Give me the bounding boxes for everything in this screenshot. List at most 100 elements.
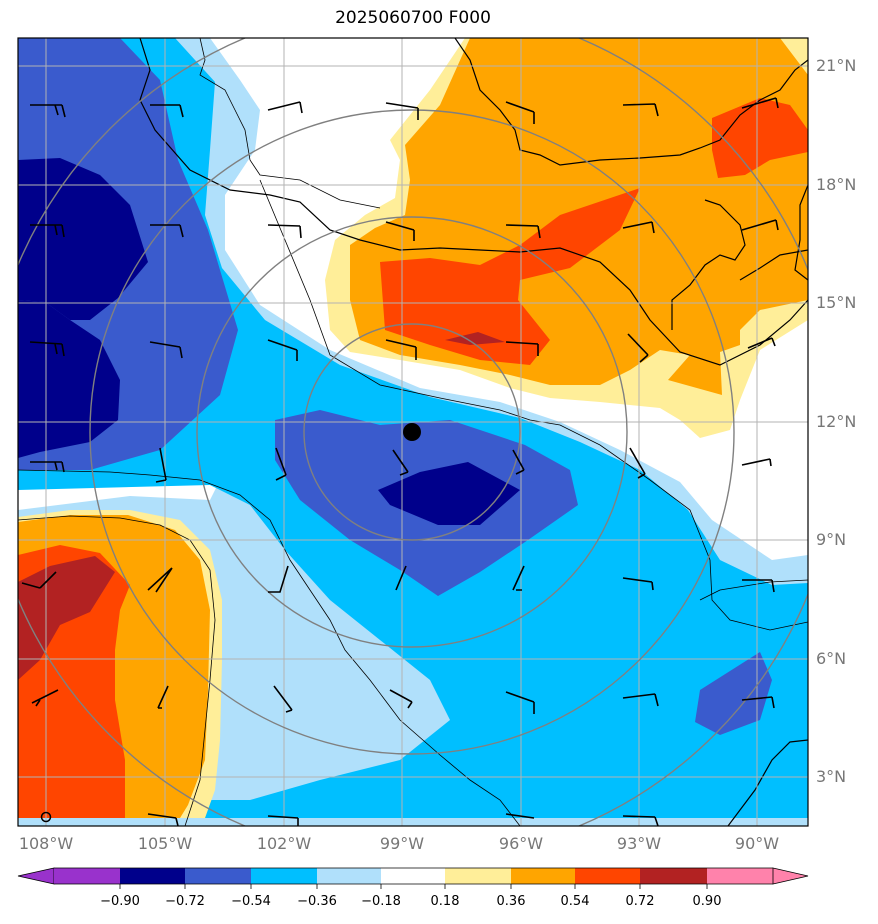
contour-dark-blue-2 — [18, 300, 120, 458]
thin-coastlines — [18, 38, 808, 826]
range-ring-3 — [89, 109, 735, 755]
colorbar-bin — [511, 868, 575, 884]
wind-barb — [157, 685, 169, 709]
colorbar-tick-label: −0.18 — [361, 894, 401, 909]
wind-barb — [267, 339, 298, 361]
lon-label: 90°W — [734, 834, 780, 853]
contour-orange-red — [380, 188, 640, 365]
colorbar-bin — [317, 868, 381, 884]
wind-barb — [30, 104, 66, 118]
wind-barb — [267, 101, 303, 114]
contour-orange-red-2 — [712, 98, 808, 178]
lat-label: 15°N — [816, 293, 857, 312]
range-ring-2 — [196, 216, 628, 648]
wind-barb — [149, 341, 183, 359]
colorbar-extend-high — [772, 867, 809, 885]
wind-barb — [505, 224, 541, 239]
map-title: 2025060700 F000 — [335, 8, 491, 28]
colorbar-bin — [445, 868, 511, 884]
lat-label: 3°N — [816, 767, 847, 786]
wind-barb — [30, 461, 65, 473]
contour-royal-blue-3 — [695, 652, 772, 735]
graticule — [18, 38, 808, 826]
colorbar-tick-label: −0.54 — [231, 894, 271, 909]
wind-barb — [385, 221, 415, 241]
wind-barb — [747, 337, 776, 349]
wind-barb — [505, 101, 535, 124]
colorbar-bin — [640, 868, 707, 884]
wind-barb — [268, 565, 289, 593]
contour-dark-red-2 — [18, 556, 115, 680]
wind-barb — [622, 103, 659, 117]
colorbar-tick-label: 0.54 — [560, 894, 590, 909]
wind-barb — [505, 813, 535, 819]
lon-label: 108°W — [18, 834, 74, 853]
lon-label: 99°W — [379, 834, 425, 853]
colorbar-tick-label: −0.36 — [297, 894, 337, 909]
wind-barb — [31, 689, 59, 707]
lon-label: 105°W — [137, 834, 193, 853]
colorbar — [17, 867, 809, 889]
wind-barb — [741, 219, 779, 231]
wind-barb — [385, 102, 419, 120]
wind-barbs — [21, 97, 779, 826]
wind-barb — [392, 449, 409, 476]
colorbar-bin — [185, 868, 251, 884]
wind-barb — [627, 333, 649, 363]
wind-barb — [741, 97, 779, 109]
lat-label: 21°N — [816, 56, 857, 75]
lat-label: 6°N — [816, 649, 847, 668]
lon-label: 96°W — [498, 834, 544, 853]
colorbar-tick-label: 0.36 — [496, 894, 526, 909]
wind-barb — [273, 685, 293, 713]
wind-barb — [150, 224, 184, 238]
map-frame — [17, 37, 809, 827]
contour-dark-red — [445, 332, 505, 345]
wind-barb — [267, 224, 302, 239]
contour-dark-blue — [18, 158, 148, 320]
range-rings — [18, 38, 808, 826]
colorbar-bin — [251, 868, 317, 884]
range-ring-1 — [303, 323, 521, 541]
wind-barb — [385, 339, 417, 360]
wind-barb — [629, 447, 646, 479]
wind-barb — [741, 696, 775, 709]
colorbar-tick-label: −0.72 — [165, 894, 205, 909]
wind-barb — [505, 341, 539, 356]
colorbar-extend-low — [17, 867, 55, 885]
wind-barb — [30, 224, 65, 238]
colorbar-bin — [120, 868, 185, 884]
lat-label: 9°N — [816, 530, 847, 549]
lat-label: 18°N — [816, 175, 857, 194]
wind-barb — [150, 104, 184, 118]
colorbar-bin — [575, 868, 640, 884]
wind-barb — [622, 221, 655, 234]
wind-barb — [267, 815, 299, 826]
wind-barb — [622, 577, 654, 591]
wind-barb — [389, 689, 413, 709]
storm-center-marker — [403, 423, 421, 441]
wind-barb — [622, 815, 659, 826]
wind-barb — [505, 691, 535, 714]
colorbar-tick-label: −0.90 — [100, 894, 140, 909]
wind-barb — [512, 449, 525, 475]
colorbar-tick-label: 0.72 — [625, 894, 655, 909]
colorbar-bin — [707, 868, 773, 884]
wind-barb — [21, 571, 57, 589]
lon-label: 102°W — [256, 834, 312, 853]
lon-label: 93°W — [616, 834, 662, 853]
wind-barb — [29, 341, 65, 357]
wind-barb — [622, 693, 659, 707]
wind-barb — [147, 813, 179, 826]
wind-barb — [155, 447, 167, 483]
wind-barb — [742, 579, 775, 593]
colorbar-bin — [54, 868, 120, 884]
calm-wind-marker — [40, 811, 52, 823]
contour-dark-blue-3 — [378, 462, 520, 525]
colorbar-tick-label: 0.18 — [430, 894, 460, 909]
wind-barb — [741, 458, 772, 467]
lat-label: 12°N — [816, 412, 857, 431]
wind-barb — [395, 565, 407, 591]
colorbar-bin — [381, 868, 445, 884]
